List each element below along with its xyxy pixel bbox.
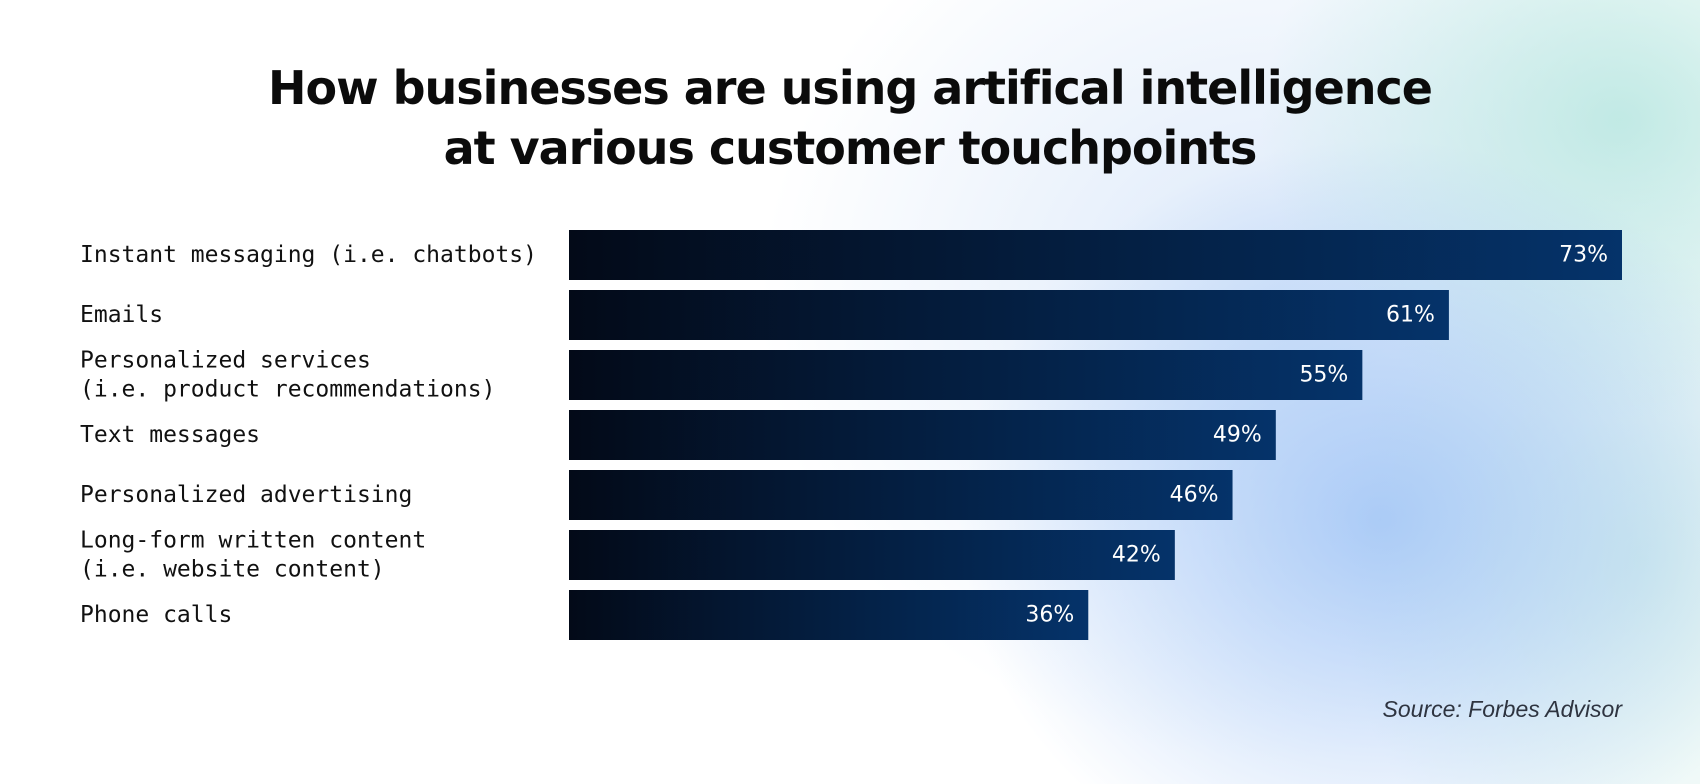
source-note: Source: Forbes Advisor [1382,696,1622,722]
value-label-2: 55% [1299,363,1348,388]
category-label-2-line-1: (i.e. product recommendations) [80,377,495,403]
value-label-3: 49% [1213,423,1262,448]
category-label-3: Text messages [80,422,260,448]
category-label-0: Instant messaging (i.e. chatbots) [80,242,537,268]
category-label-6: Phone calls [80,602,232,628]
chart-title-line-1: How businesses are using artifical intel… [268,61,1433,115]
category-label-5-line-1: (i.e. website content) [80,557,385,583]
value-label-6: 36% [1025,603,1074,628]
bar-6 [569,590,1089,640]
bar-4 [569,470,1233,520]
value-label-1: 61% [1386,303,1435,328]
bar-3 [569,410,1276,460]
bars-group: 73% Instant messaging (i.e. chatbots) 61% E… [80,230,1622,640]
bar-chart: 73% Instant messaging (i.e. chatbots) 61% E… [80,230,1622,640]
category-label-1: Emails [80,302,163,328]
category-label-5-line-0: Long-form written content [80,528,426,554]
chart-title-line-2: at various customer touchpoints [443,121,1258,175]
category-label-4: Personalized advertising [80,482,412,508]
bar-0 [569,230,1622,280]
chart-title: How businesses are using artifical intel… [0,58,1700,178]
bar-1 [569,290,1449,340]
value-label-5: 42% [1112,543,1161,568]
category-label-2-line-0: Personalized services [80,348,371,374]
value-label-4: 46% [1170,483,1219,508]
bar-2 [569,350,1363,400]
value-label-0: 73% [1559,243,1608,268]
bar-5 [569,530,1175,580]
